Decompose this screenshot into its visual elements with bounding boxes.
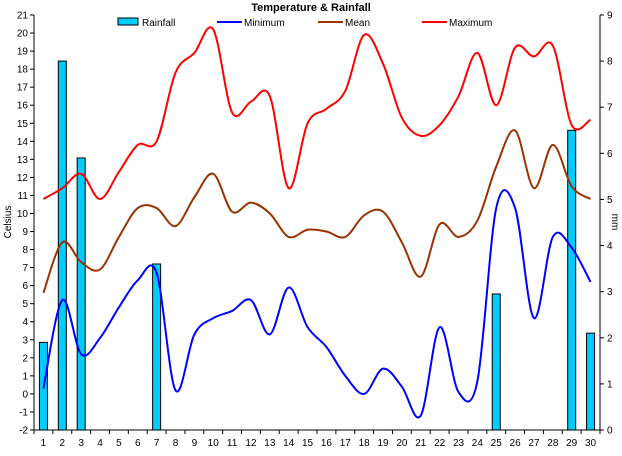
x-tick-label: 6	[135, 438, 141, 449]
x-tick-label: 12	[245, 438, 257, 449]
x-tick-label: 21	[415, 438, 427, 449]
legend-label-mean: Mean	[345, 18, 370, 29]
x-tick-label: 26	[510, 438, 522, 449]
y2-tick-label: 9	[607, 11, 613, 22]
y-tick-label: -1	[19, 407, 28, 418]
x-tick-label: 8	[173, 438, 179, 449]
y-tick-label: 3	[22, 335, 28, 346]
x-tick-label: 3	[78, 438, 84, 449]
y-tick-label: 4	[22, 317, 28, 328]
x-tick-label: 1	[41, 438, 47, 449]
y2-tick-label: 4	[607, 241, 613, 252]
y2-tick-label: 8	[607, 57, 613, 68]
legend-label-minimum: Minimum	[244, 18, 285, 29]
x-tick-label: 23	[453, 438, 465, 449]
x-tick-label: 4	[97, 438, 103, 449]
rainfall-bar	[76, 157, 86, 431]
y2-tick-label: 0	[607, 426, 613, 437]
x-tick-label: 5	[116, 438, 122, 449]
x-tick-label: 29	[566, 438, 578, 449]
minimum-line	[42, 189, 592, 419]
x-tick-label: 10	[208, 438, 220, 449]
legend-swatch-rainfall	[117, 17, 139, 26]
y-tick-label: 8	[22, 245, 28, 256]
y-tick-label: 2	[22, 353, 28, 364]
y-tick-label: 19	[17, 47, 29, 58]
y-tick-label: 14	[17, 137, 29, 148]
legend: Rainfall Minimum Mean Maximum	[117, 17, 492, 29]
legend-label-maximum: Maximum	[449, 18, 492, 29]
rainfall-bar	[567, 129, 577, 431]
y-tick-label: 13	[17, 155, 29, 166]
x-tick-label: 27	[528, 438, 540, 449]
y-tick-label: 1	[22, 371, 28, 382]
y-tick-label: 9	[22, 227, 28, 238]
y-axis-label: Celsius	[3, 206, 14, 239]
y-tick-label: 6	[22, 281, 28, 292]
rainfall-bar	[491, 293, 501, 431]
y-tick-label: 20	[17, 29, 29, 40]
x-tick-label: 30	[585, 438, 597, 449]
y-tick-label: 11	[18, 191, 29, 202]
y-tick-label: 0	[22, 389, 28, 400]
y2-axis-label: mm	[609, 214, 620, 231]
x-tick-label: 2	[60, 438, 66, 449]
x-tick-label: 13	[264, 438, 276, 449]
y-tick-label: 12	[17, 173, 29, 184]
x-tick-label: 19	[377, 438, 389, 449]
x-tick-label: 28	[547, 438, 559, 449]
y2-tick-label: 6	[607, 149, 613, 160]
x-tick-label: 22	[434, 438, 446, 449]
x-tick-label: 24	[472, 438, 484, 449]
x-tick-label: 7	[154, 438, 160, 449]
x-tick-label: 16	[321, 438, 333, 449]
maximum-line	[42, 26, 592, 201]
x-tick-label: 14	[283, 438, 295, 449]
y-tick-label: 5	[22, 299, 28, 310]
y2-tick-label: 7	[607, 103, 613, 114]
y-tick-label: -2	[19, 426, 28, 437]
y-tick-label: 10	[17, 209, 29, 220]
y2-tick-label: 1	[607, 379, 613, 390]
rainfall-bar	[586, 332, 596, 431]
legend-label-rainfall: Rainfall	[142, 18, 175, 29]
y-tick-label: 7	[22, 263, 28, 274]
y2-tick-label: 3	[607, 287, 613, 298]
y-tick-label: 15	[17, 119, 29, 130]
x-tick-label: 9	[192, 438, 198, 449]
x-tick-label: 17	[340, 438, 352, 449]
y-tick-label: 16	[17, 101, 29, 112]
x-tick-label: 25	[491, 438, 503, 449]
y-tick-label: 17	[17, 83, 29, 94]
x-tick-label: 18	[359, 438, 371, 449]
x-tick-label: 15	[302, 438, 314, 449]
x-tick-label: 20	[396, 438, 408, 449]
y2-tick-label: 2	[607, 333, 613, 344]
y-tick-label: 21	[17, 11, 29, 22]
mean-line	[42, 129, 592, 294]
chart-title: Temperature & Rainfall	[251, 2, 371, 14]
y2-tick-label: 5	[607, 195, 613, 206]
y-tick-label: 18	[17, 65, 29, 76]
x-tick-label: 11	[227, 438, 238, 449]
